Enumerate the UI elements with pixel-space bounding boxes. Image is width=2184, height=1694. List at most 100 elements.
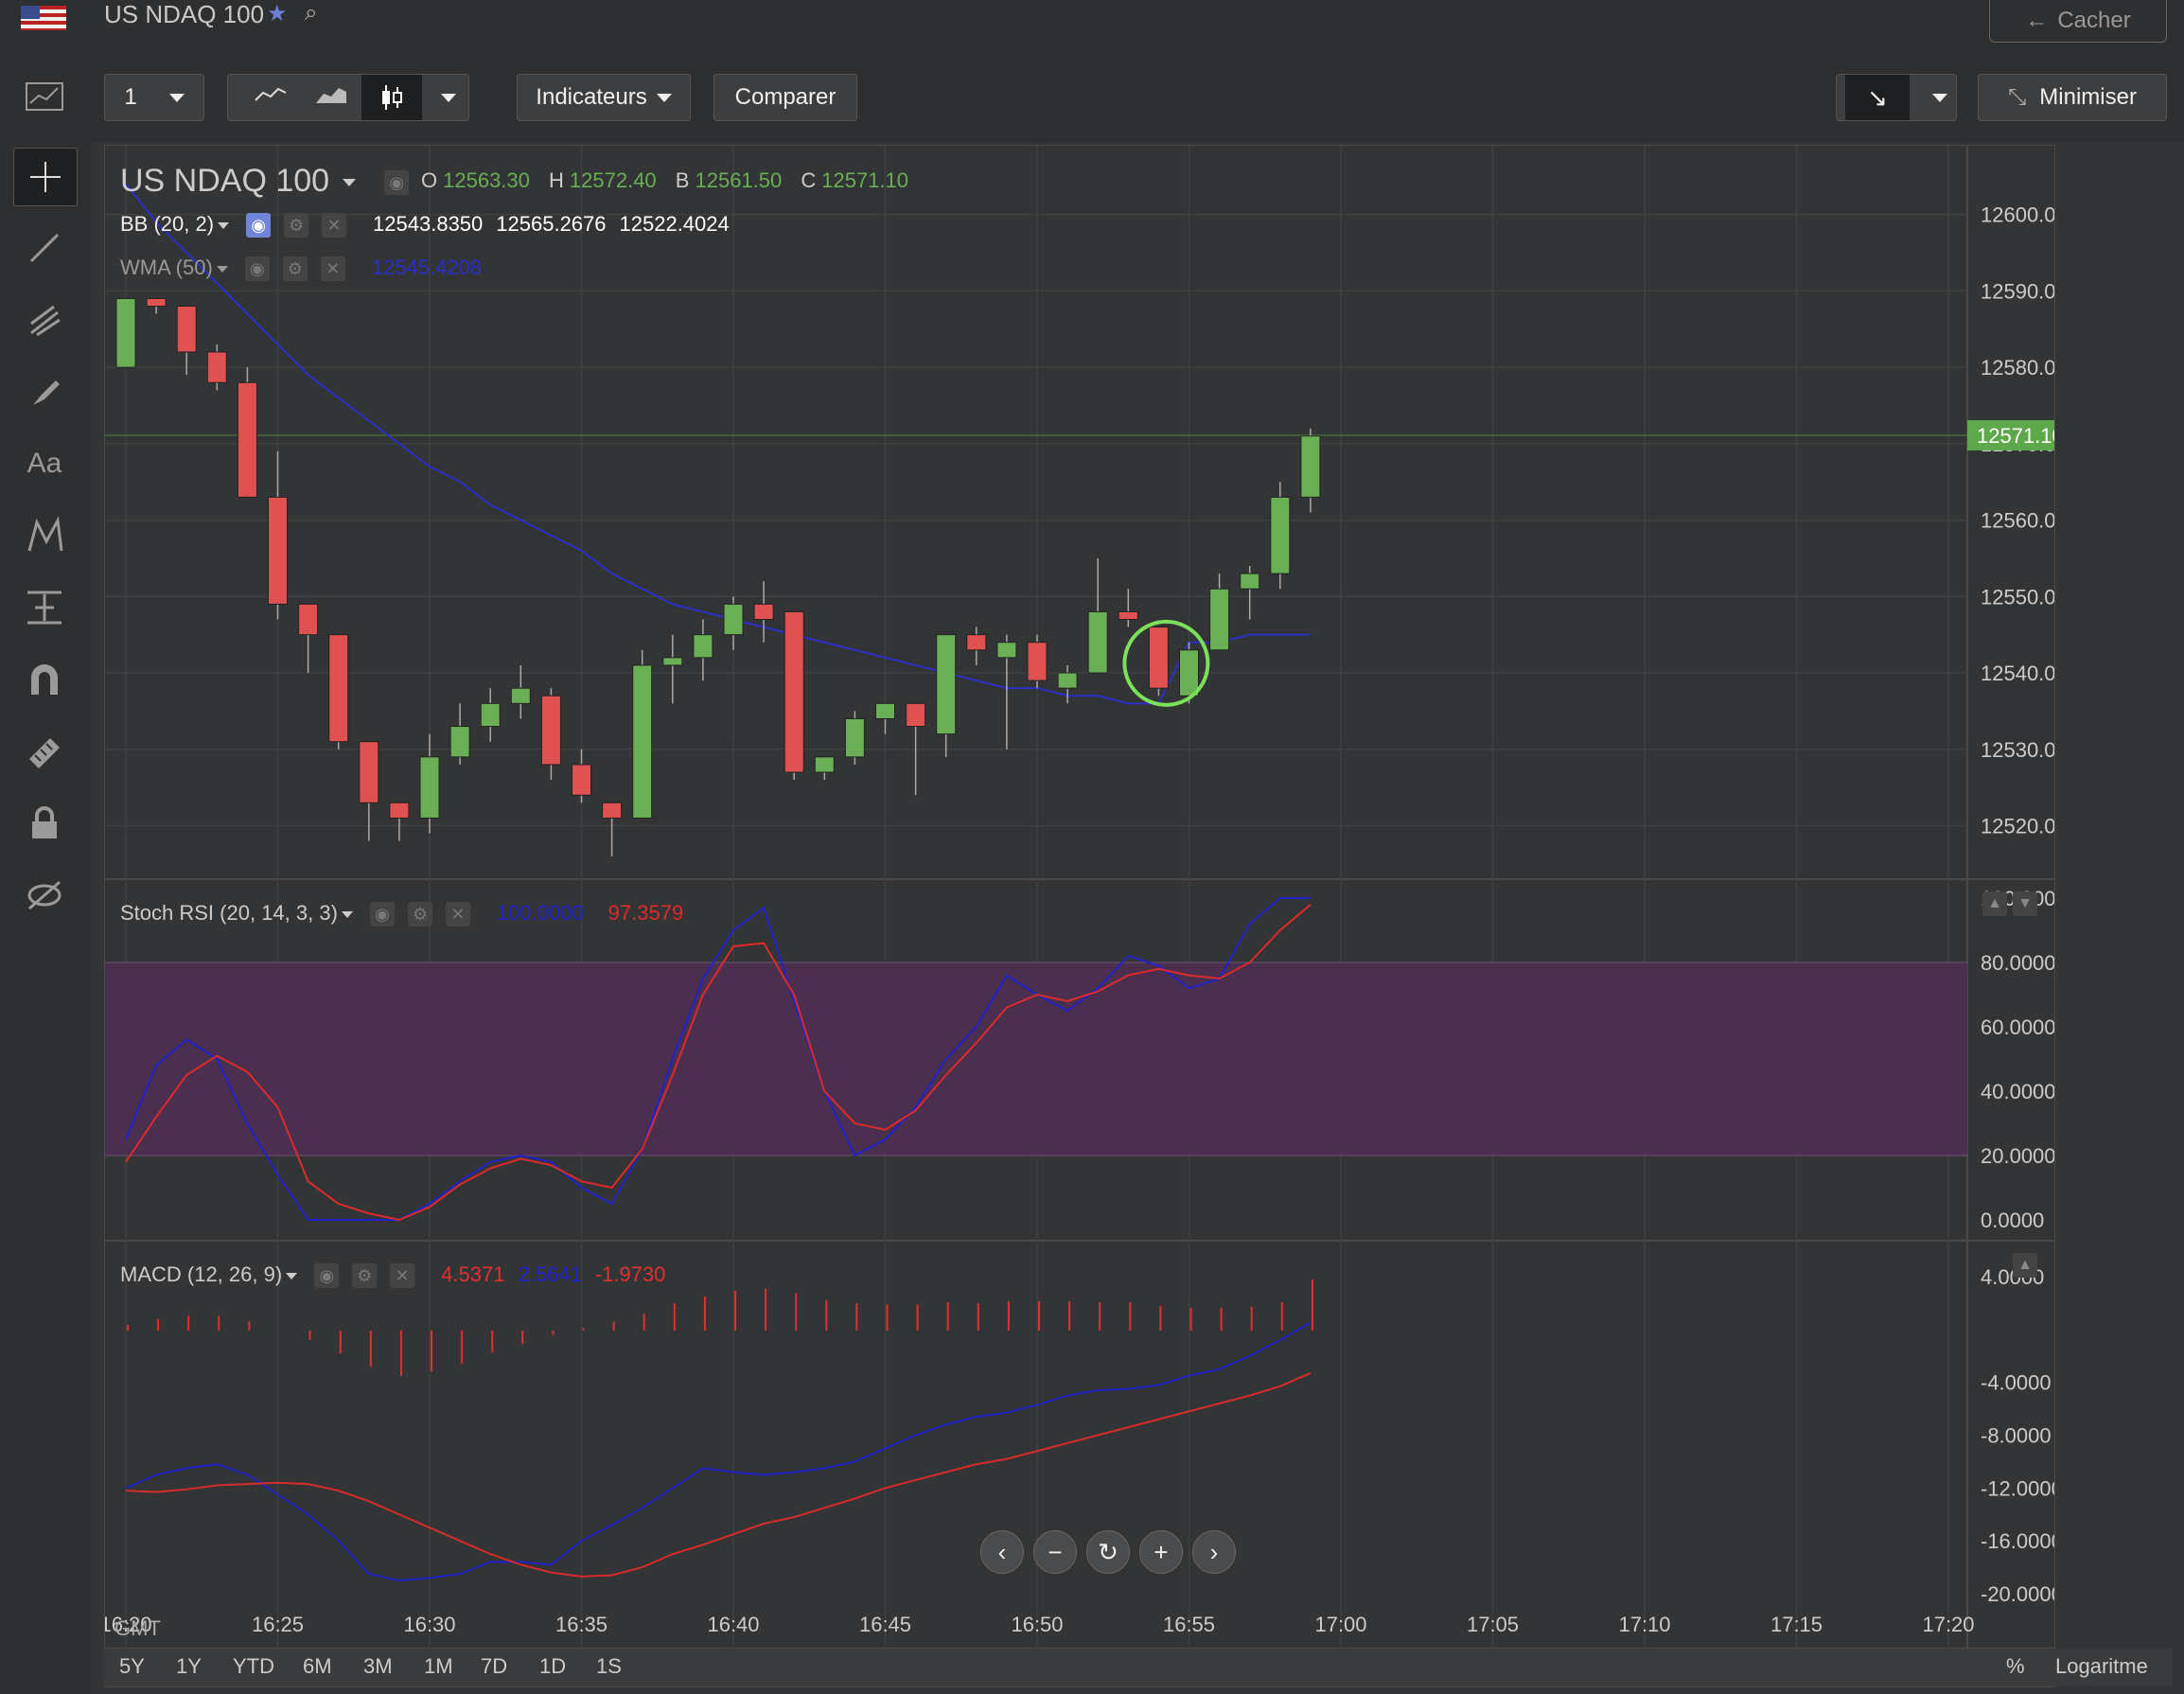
range-6m[interactable]: 6M: [303, 1654, 332, 1678]
range-1s[interactable]: 1S: [596, 1654, 622, 1678]
close-icon[interactable]: ✕: [320, 256, 345, 282]
crosshair-icon[interactable]: [13, 148, 78, 206]
eye-icon[interactable]: ◉: [314, 1263, 340, 1289]
close-icon[interactable]: ✕: [390, 1263, 415, 1289]
chart-type-icon[interactable]: [13, 68, 76, 125]
candle-body-down: [206, 351, 227, 383]
scroll-right-button[interactable]: ›: [1192, 1530, 1236, 1574]
chevron-down-icon[interactable]: [441, 93, 456, 102]
chevron-down-icon: [656, 93, 672, 102]
candle-body-down: [753, 603, 774, 621]
draw-direction-select[interactable]: ↘: [1836, 74, 1957, 121]
gear-icon[interactable]: ⚙: [352, 1263, 378, 1289]
move-up-icon[interactable]: ▲: [2013, 1253, 2037, 1278]
gear-icon[interactable]: ⚙: [284, 213, 309, 238]
chevron-down-icon[interactable]: [218, 221, 230, 229]
range-1y[interactable]: 1Y: [176, 1654, 202, 1678]
time-tick-label: 16:45: [859, 1613, 911, 1636]
range-ytd[interactable]: YTD: [233, 1654, 274, 1678]
symbol-label[interactable]: US NDAQ 100 ◉: [120, 163, 435, 200]
measure-icon[interactable]: [13, 579, 76, 636]
percent-toggle[interactable]: %: [2006, 1654, 2025, 1678]
zoom-in-button[interactable]: +: [1139, 1530, 1183, 1574]
eye-icon[interactable]: ◉: [369, 902, 395, 927]
eye-icon[interactable]: ◉: [244, 256, 270, 282]
log-toggle[interactable]: Logaritme: [2055, 1654, 2148, 1678]
compare-button[interactable]: Comparer: [713, 74, 857, 121]
gear-icon[interactable]: ⚙: [282, 256, 308, 282]
candle-body-up: [115, 297, 136, 368]
range-5y[interactable]: 5Y: [119, 1654, 145, 1678]
fork-tool-icon[interactable]: [13, 291, 76, 348]
candlestick-chart-icon[interactable]: [361, 75, 422, 120]
indicators-button[interactable]: Indicateurs: [517, 74, 691, 121]
pattern-icon[interactable]: [13, 507, 76, 564]
move-down-icon[interactable]: ▼: [2013, 891, 2037, 916]
line-chart-icon[interactable]: [240, 84, 301, 111]
close-icon[interactable]: ✕: [322, 213, 347, 238]
time-tick-label: 17:05: [1467, 1613, 1519, 1636]
reset-button[interactable]: ↻: [1086, 1530, 1130, 1574]
candle-body-up: [693, 634, 713, 659]
minimize-button[interactable]: ⤡ Minimiser: [1978, 74, 2167, 121]
move-up-icon[interactable]: ▲: [1982, 891, 2007, 916]
stoch-tick-label: 60.0000: [1981, 1015, 2054, 1039]
b-label: B: [675, 168, 690, 192]
ohlc-readout: O 12563.30 H 12572.40 B 12561.50 C 12571.10: [421, 168, 922, 193]
hide-panel-button[interactable]: ← Cacher: [1989, 0, 2167, 43]
macd-label[interactable]: MACD (12, 26, 9): [120, 1262, 283, 1286]
zoom-out-button[interactable]: −: [1033, 1530, 1077, 1574]
search-icon[interactable]: ⌕: [305, 0, 318, 26]
stoch-tick-label: 80.0000: [1981, 951, 2054, 975]
candle-body-down: [146, 297, 167, 308]
o-label: O: [421, 168, 438, 192]
brush-icon[interactable]: [13, 363, 76, 420]
range-1m[interactable]: 1M: [424, 1654, 453, 1678]
chevron-down-icon[interactable]: [286, 1272, 298, 1279]
macd-line: [125, 1321, 1312, 1582]
hide-icon[interactable]: [13, 867, 76, 924]
time-tick-label: 16:30: [403, 1613, 455, 1636]
minimize-label: Minimiser: [2039, 84, 2137, 110]
wma-label[interactable]: WMA (50): [120, 256, 213, 279]
price-tick-label: 12590.00: [1981, 279, 2054, 303]
eye-icon[interactable]: ◉: [384, 170, 410, 196]
lock-icon[interactable]: [13, 795, 76, 852]
close-icon[interactable]: ✕: [445, 902, 470, 927]
range-3m[interactable]: 3M: [363, 1654, 393, 1678]
candle: [540, 688, 561, 781]
stoch-tick-label: 0.0000: [1981, 1209, 2044, 1232]
arrow-down-right-icon: ↘: [1845, 75, 1910, 120]
stoch-label[interactable]: Stoch RSI (20, 14, 3, 3): [120, 901, 338, 925]
chart-svg[interactable]: 16:20 16:25 16:30 16:35 16:40 16:45 16:50 16:55…: [105, 146, 2054, 1686]
candle: [298, 603, 319, 674]
candle: [237, 367, 257, 498]
gear-icon[interactable]: ⚙: [407, 902, 432, 927]
range-7d[interactable]: 7D: [481, 1654, 508, 1678]
bb-lower-value: 12522.4024: [619, 212, 730, 236]
star-icon[interactable]: ★: [267, 1, 288, 26]
candle-body-up: [936, 634, 957, 735]
candle: [206, 344, 227, 391]
area-chart-icon[interactable]: [301, 84, 361, 112]
candle-body-up: [723, 603, 744, 636]
interval-select[interactable]: 1: [104, 74, 204, 121]
indicators-label: Indicateurs: [536, 84, 647, 110]
bb-label[interactable]: BB (20, 2): [120, 212, 215, 236]
macd-tick-label: -8.0000: [1981, 1424, 2052, 1448]
ruler-pencil-icon[interactable]: [13, 723, 76, 780]
macd-tick-label: -16.0000: [1981, 1529, 2054, 1553]
magnet-icon[interactable]: [13, 651, 76, 708]
scroll-left-button[interactable]: ‹: [980, 1530, 1024, 1574]
chevron-down-icon[interactable]: [343, 179, 357, 187]
us-flag-icon[interactable]: [21, 6, 66, 30]
line-tool-icon[interactable]: [13, 220, 76, 276]
chevron-down-icon[interactable]: [341, 910, 353, 918]
chevron-down-icon[interactable]: [216, 265, 228, 273]
chart-area[interactable]: 16:20 16:25 16:30 16:35 16:40 16:45 16:50 16:55…: [104, 145, 2055, 1687]
candle-body-down: [328, 634, 349, 743]
candle: [1240, 566, 1260, 620]
eye-icon[interactable]: ◉: [246, 213, 272, 238]
range-1d[interactable]: 1D: [539, 1654, 567, 1678]
text-icon[interactable]: Aa: [26, 448, 62, 479]
